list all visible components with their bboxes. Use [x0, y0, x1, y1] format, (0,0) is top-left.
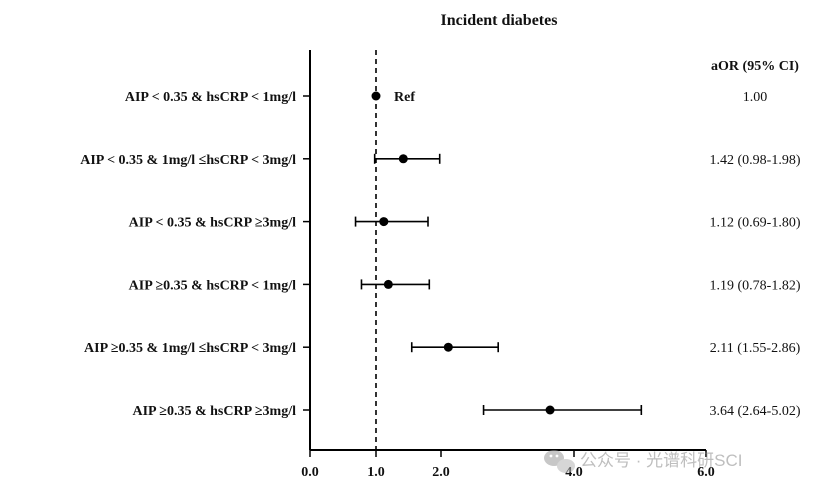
row-label: AIP < 0.35 & hsCRP < 1mg/l: [125, 90, 296, 105]
estimate-point: [545, 405, 555, 415]
watermark-text: 公众号 · 光谱科研SCI: [580, 451, 742, 470]
row-label: AIP ≥0.35 & hsCRP < 1mg/l: [129, 278, 296, 293]
estimate-point: [443, 342, 453, 352]
x-tick-label: 0.0: [301, 465, 319, 480]
watermark: 公众号 · 光谱科研SCI: [544, 450, 742, 473]
aor-value: 1.42 (0.98-1.98): [710, 153, 801, 168]
estimate-point: [383, 279, 393, 289]
estimate-point: [371, 91, 381, 101]
aor-value: 2.11 (1.55-2.86): [710, 341, 801, 356]
row-label: AIP ≥0.35 & 1mg/l ≤hsCRP < 3mg/l: [84, 341, 296, 356]
x-tick-label: 6.0: [697, 465, 715, 480]
estimate-point: [398, 154, 408, 164]
row-label: AIP < 0.35 & hsCRP ≥3mg/l: [129, 216, 296, 231]
aor-value: 1.00: [743, 90, 768, 105]
estimate-point: [379, 217, 389, 227]
wechat-icon: [544, 450, 575, 473]
row-label: AIP < 0.35 & 1mg/l ≤hsCRP < 3mg/l: [80, 153, 296, 168]
aor-value: 1.12 (0.69-1.80): [710, 216, 801, 231]
chart-title: Incident diabetes: [441, 12, 558, 29]
x-tick-label: 2.0: [432, 465, 450, 480]
row-label: AIP ≥0.35 & hsCRP ≥3mg/l: [132, 404, 296, 419]
x-tick-label: 1.0: [367, 465, 385, 480]
axes: [309, 50, 706, 451]
rows: AIP < 0.35 & hsCRP < 1mg/l Ref 1.00 AIP < 0…: [80, 90, 801, 419]
aor-value: 3.64 (2.64-5.02): [710, 404, 801, 419]
column-header: aOR (95% CI): [711, 59, 799, 74]
aor-value: 1.19 (0.78-1.82): [710, 278, 801, 293]
ref-label: Ref: [394, 90, 415, 105]
